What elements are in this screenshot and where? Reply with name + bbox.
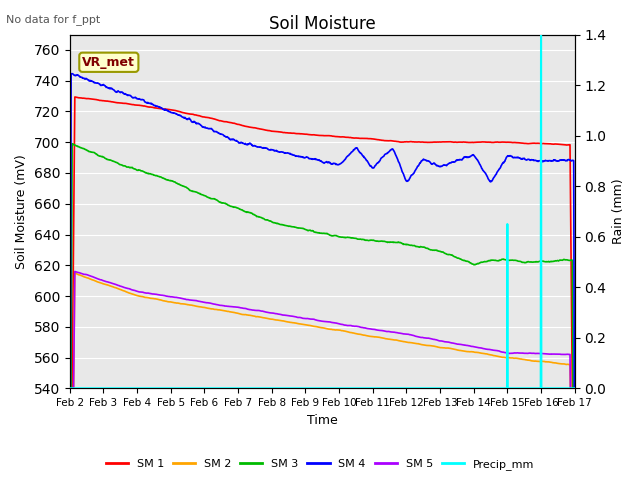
SM 4 <box>291 153 299 158</box>
SM 1 <box>300 131 308 137</box>
X-axis label: Time: Time <box>307 414 338 427</box>
SM 5 <box>354 324 362 329</box>
SM 3 <box>300 226 308 232</box>
SM 5 <box>71 269 79 275</box>
SM 4 <box>126 93 134 98</box>
SM 5 <box>106 279 113 285</box>
SM 5 <box>126 286 134 292</box>
SM 4 <box>354 146 362 152</box>
SM 4 <box>68 71 76 76</box>
SM 5 <box>300 315 308 321</box>
SM 2 <box>126 290 134 296</box>
SM 4 <box>280 150 288 156</box>
Text: No data for f_ppt: No data for f_ppt <box>6 14 100 25</box>
SM 3 <box>354 236 362 242</box>
SM 3 <box>68 141 76 146</box>
Y-axis label: Soil Moisture (mV): Soil Moisture (mV) <box>15 154 28 269</box>
SM 2 <box>106 283 113 288</box>
SM 1 <box>354 135 362 141</box>
Line: SM 2: SM 2 <box>70 273 575 480</box>
SM 1 <box>291 131 299 136</box>
Line: SM 5: SM 5 <box>70 272 575 480</box>
Line: SM 4: SM 4 <box>70 73 575 480</box>
SM 3 <box>280 222 288 228</box>
SM 1 <box>126 101 134 107</box>
SM 2 <box>280 318 288 324</box>
Text: VR_met: VR_met <box>83 56 135 69</box>
SM 2 <box>291 320 299 326</box>
SM 1 <box>280 130 288 135</box>
Y-axis label: Rain (mm): Rain (mm) <box>612 179 625 244</box>
SM 3 <box>291 224 299 230</box>
SM 2 <box>354 331 362 337</box>
SM 5 <box>291 314 299 320</box>
SM 4 <box>106 85 113 91</box>
Legend: SM 1, SM 2, SM 3, SM 4, SM 5, Precip_mm: SM 1, SM 2, SM 3, SM 4, SM 5, Precip_mm <box>101 455 539 474</box>
SM 1 <box>106 98 113 104</box>
Title: Soil Moisture: Soil Moisture <box>269 15 376 33</box>
SM 2 <box>300 322 308 327</box>
SM 3 <box>106 157 113 163</box>
SM 2 <box>71 270 79 276</box>
SM 3 <box>126 165 134 170</box>
SM 5 <box>280 312 288 318</box>
SM 4 <box>300 155 308 161</box>
Line: SM 1: SM 1 <box>70 97 575 480</box>
SM 1 <box>71 94 79 100</box>
Line: SM 3: SM 3 <box>70 144 575 480</box>
